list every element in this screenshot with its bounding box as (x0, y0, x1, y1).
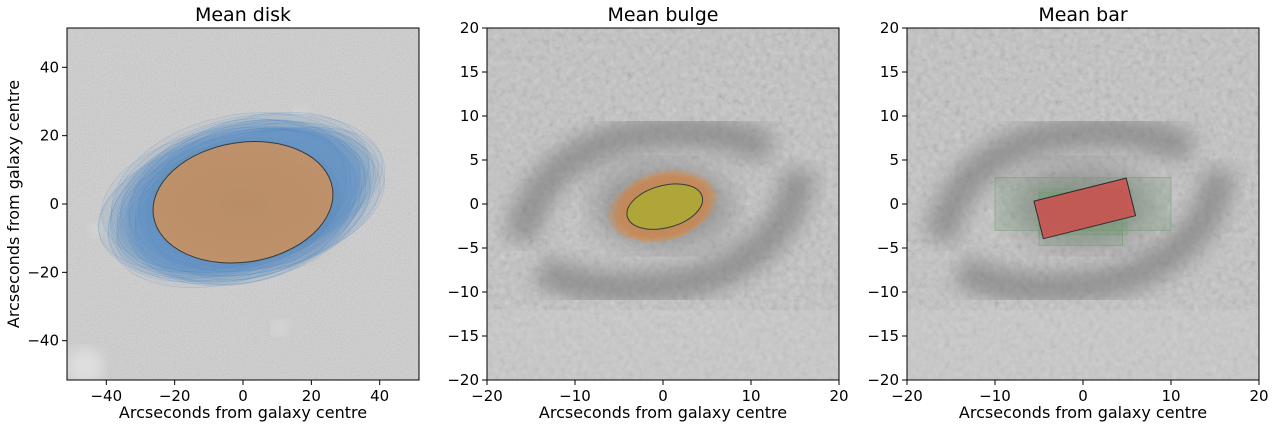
disk-title: Mean disk (195, 4, 291, 26)
panel-mean-bar: Mean bar Arcseconds from galaxy centre −… (867, 4, 1268, 422)
bulge-xtick-label: −20 (471, 387, 503, 405)
bulge-ytick-label: 15 (460, 63, 479, 81)
bar-ytick-label: −5 (877, 239, 899, 257)
bulge-ytick-label: −15 (447, 327, 479, 345)
bulge-xtick-label: 20 (829, 387, 848, 405)
bar-xtick-label: 20 (1249, 387, 1268, 405)
bulge-xlabel: Arcseconds from galaxy centre (539, 403, 787, 422)
bulge-xtick-label: 0 (658, 387, 668, 405)
disk-overlay-shapes (98, 111, 386, 288)
bar-xtick-label: −20 (891, 387, 923, 405)
bar-ytick-label: 5 (889, 151, 899, 169)
disk-ylabel: Arcseconds from galaxy centre (4, 80, 23, 328)
bulge-ytick-label: 5 (469, 151, 479, 169)
disk-xtick-label: 20 (302, 387, 321, 405)
bar-ticks: −20 −10 0 10 20 −20 −15 −10 −5 0 5 10 15 20 (867, 19, 1268, 405)
bulge-ytick-label: −5 (457, 239, 479, 257)
disk-xtick-label: 40 (370, 387, 389, 405)
bar-xtick-label: 0 (1078, 387, 1088, 405)
disk-xtick-label: 0 (238, 387, 248, 405)
disk-ytick-label: 0 (49, 195, 59, 213)
bulge-xtick-label: −10 (559, 387, 591, 405)
disk-ytick-label: −40 (27, 332, 59, 350)
bulge-xtick-label: 10 (741, 387, 760, 405)
bulge-ticks: −20 −10 0 10 20 −20 −15 −10 −5 0 5 10 15 20 (447, 19, 848, 405)
bar-ytick-label: 0 (889, 195, 899, 213)
panel-mean-disk: Mean disk Arcseconds from galaxy centre … (4, 4, 420, 422)
bulge-title: Mean bulge (608, 4, 719, 26)
disk-ytick-label: 20 (40, 127, 59, 145)
bulge-mean-ellipse (626, 183, 704, 230)
bar-ytick-label: −10 (867, 283, 899, 301)
bar-xtick-label: −10 (979, 387, 1011, 405)
disk-ticks: −40 −20 0 20 40 −40 −20 0 20 40 (27, 58, 389, 405)
bulge-ytick-label: −10 (447, 283, 479, 301)
bar-ytick-label: −20 (867, 371, 899, 389)
disk-xtick-label: −20 (159, 387, 191, 405)
bar-xlabel: Arcseconds from galaxy centre (959, 403, 1207, 422)
bulge-ytick-label: −20 (447, 371, 479, 389)
bulge-ytick-label: 0 (469, 195, 479, 213)
bar-ytick-label: −15 (867, 327, 899, 345)
disk-xlabel: Arcseconds from galaxy centre (119, 403, 367, 422)
bar-ytick-label: 10 (880, 107, 899, 125)
disk-ytick-label: 40 (40, 58, 59, 76)
disk-mean-ellipse (152, 141, 334, 264)
bulge-ytick-label: 20 (460, 19, 479, 37)
bar-ytick-label: 15 (880, 63, 899, 81)
bar-ytick-label: 20 (880, 19, 899, 37)
panel-mean-bulge: Mean bulge Arcseconds from galaxy centre… (447, 4, 848, 422)
bar-mean-rect (1033, 177, 1137, 240)
bulge-ytick-label: 10 (460, 107, 479, 125)
bar-xtick-label: 10 (1161, 387, 1180, 405)
disk-xtick-label: −40 (90, 387, 122, 405)
bulge-overlay-shapes (607, 169, 718, 243)
bar-overlay-shapes (994, 177, 1172, 246)
bar-title: Mean bar (1038, 4, 1128, 26)
disk-ytick-label: −20 (27, 263, 59, 281)
